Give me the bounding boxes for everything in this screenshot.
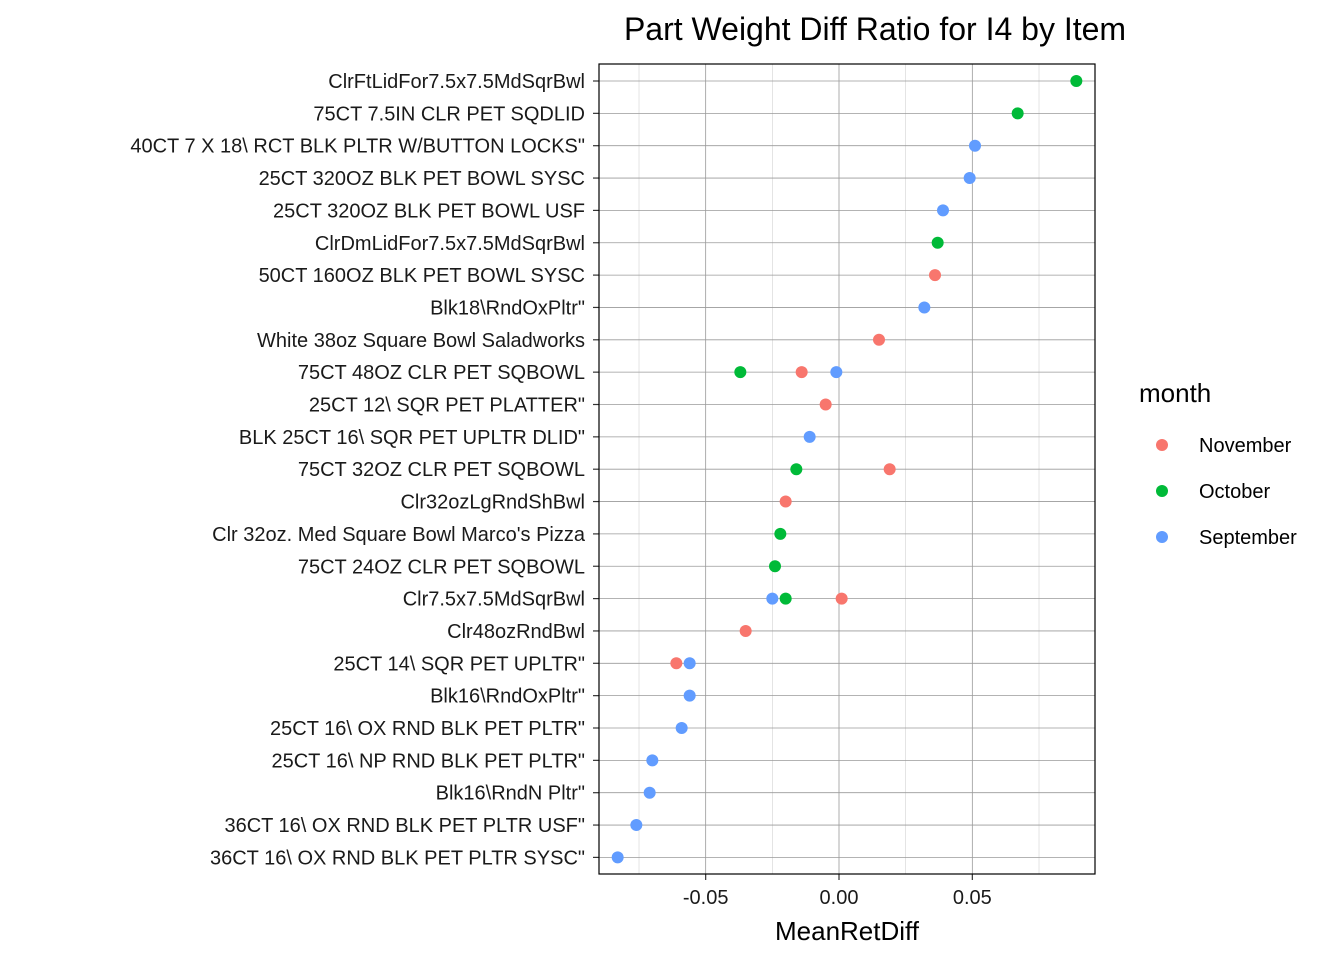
y-tick-label: 25CT 14\ SQR PET UPLTR" (333, 653, 585, 675)
data-point (931, 236, 944, 249)
legend-marker (1156, 439, 1168, 451)
y-tick-label: 25CT 320OZ BLK PET BOWL USF (273, 200, 585, 222)
data-point (1070, 75, 1083, 87)
data-point (795, 366, 808, 379)
data-point (790, 463, 803, 476)
y-tick-label: Clr 32oz. Med Square Bowl Marco's Pizza (212, 524, 586, 546)
data-point (873, 333, 885, 346)
data-point (734, 366, 747, 379)
legend-marker (1156, 531, 1168, 543)
y-tick-label: 25CT 16\ NP RND BLK PET PLTR" (271, 750, 585, 772)
y-tick-label: Clr32ozLgRndShBwl (400, 492, 585, 514)
legend-label: November (1199, 435, 1292, 457)
data-point (819, 398, 832, 411)
y-tick-labels: ClrFtLidFor7.5x7.5MdSqrBwl 75CT 7.5IN CLR… (130, 71, 599, 869)
y-tick-label: 25CT 12\ SQR PET PLATTER" (309, 395, 585, 417)
y-tick-label: Clr48ozRndBwl (447, 621, 585, 643)
data-point (835, 592, 848, 605)
x-axis-label: MeanRetDiff (775, 916, 920, 946)
y-tick-label: 75CT 32OZ CLR PET SQBOWL (298, 459, 585, 481)
y-tick-label: 25CT 320OZ BLK PET BOWL SYSC (259, 168, 585, 190)
y-tick-label: 25CT 16\ OX RND BLK PET PLTR" (270, 718, 585, 740)
data-point (675, 722, 688, 734)
data-point (643, 786, 656, 799)
data-point (683, 657, 696, 670)
plot-grid (599, 64, 1095, 874)
y-tick-label: Clr7.5x7.5MdSqrBwl (403, 589, 585, 611)
y-tick-label: ClrFtLidFor7.5x7.5MdSqrBwl (328, 71, 585, 93)
x-tick-label: -0.05 (683, 887, 729, 909)
data-point (769, 560, 781, 573)
y-tick-label: White 38oz Square Bowl Saladworks (257, 330, 585, 352)
y-tick-label: ClrDmLidFor7.5x7.5MdSqrBwl (315, 233, 585, 255)
data-point (937, 204, 949, 217)
data-point (670, 657, 683, 670)
legend-label: September (1199, 527, 1297, 549)
data-point (830, 366, 843, 379)
y-tick-label: Blk16\RndOxPltr" (430, 686, 585, 708)
chart-title: Part Weight Diff Ratio for I4 by Item (624, 11, 1126, 47)
data-point (766, 592, 779, 605)
data-point (774, 527, 787, 540)
data-point (969, 139, 981, 152)
data-point (630, 819, 643, 832)
legend-title: month (1139, 378, 1211, 408)
data-point (646, 754, 659, 767)
y-tick-label: 75CT 24OZ CLR PET SQBOWL (298, 556, 585, 578)
y-tick-label: Blk18\RndOxPltr" (430, 297, 585, 319)
data-point (683, 689, 696, 702)
data-point (1011, 107, 1024, 120)
data-point (739, 624, 752, 637)
legend-marker (1156, 485, 1168, 497)
x-axis-ticks: -0.05 0.00 0.05 (683, 874, 992, 909)
data-point (611, 851, 624, 864)
y-tick-label: Blk16\RndN Pltr" (436, 783, 585, 805)
data-point (963, 172, 976, 185)
y-tick-label: BLK 25CT 16\ SQR PET UPLTR DLID" (239, 427, 585, 449)
data-points (611, 75, 1083, 864)
data-point (803, 430, 816, 443)
data-point (918, 301, 931, 314)
data-point (779, 592, 792, 605)
x-tick-label: 0.00 (820, 887, 859, 909)
y-tick-label: 36CT 16\ OX RND BLK PET PLTR SYSC" (210, 847, 585, 869)
data-point (779, 495, 792, 508)
y-tick-label: 36CT 16\ OX RND BLK PET PLTR USF" (224, 815, 585, 837)
y-tick-label: 50CT 160OZ BLK PET BOWL SYSC (259, 265, 585, 287)
legend: month November October September (1139, 378, 1297, 549)
legend-label: October (1199, 481, 1270, 503)
data-point (929, 269, 941, 282)
data-point (883, 463, 896, 476)
y-tick-label: 75CT 48OZ CLR PET SQBOWL (298, 362, 585, 384)
x-tick-label: 0.05 (953, 887, 992, 909)
y-tick-label: 40CT 7 X 18\ RCT BLK PLTR W/BUTTON LOCKS… (130, 136, 585, 158)
plot-panel-border (598, 63, 1096, 875)
y-tick-label: 75CT 7.5IN CLR PET SQDLID (313, 103, 585, 125)
